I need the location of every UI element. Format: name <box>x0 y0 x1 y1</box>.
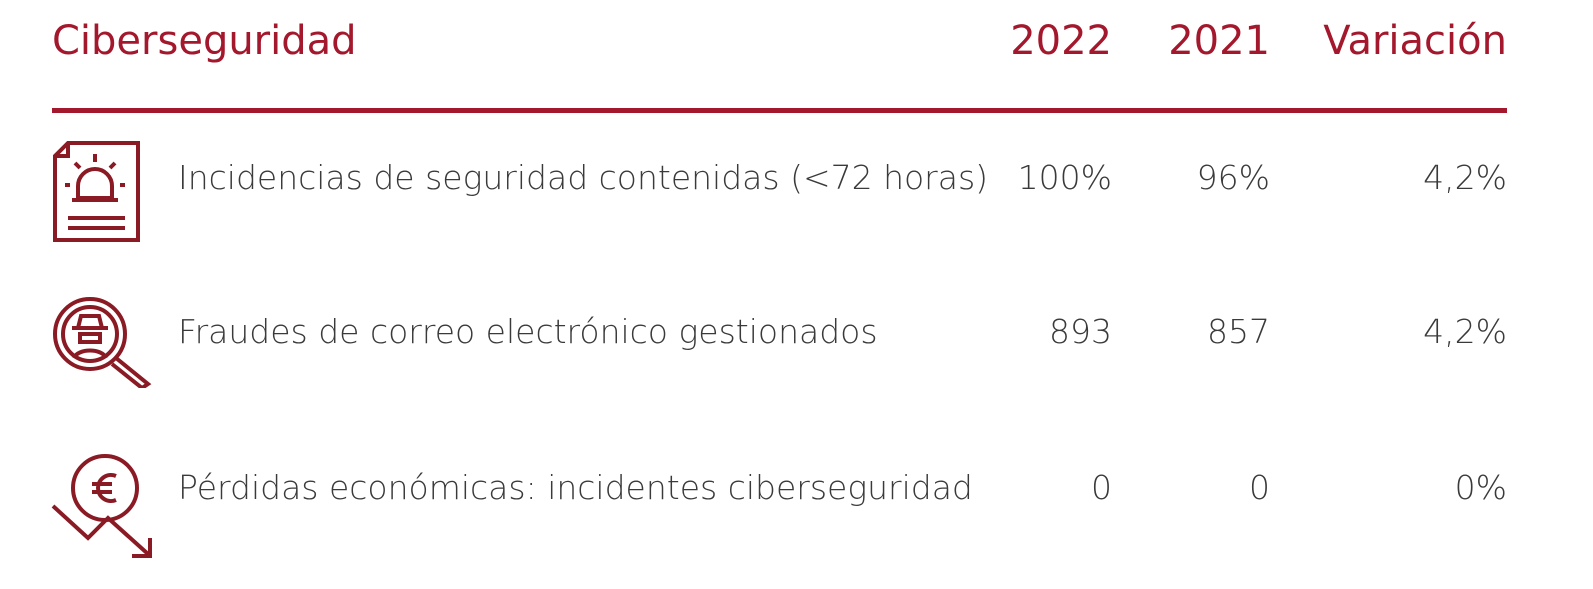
row-value: 4,2% <box>1423 312 1507 351</box>
row-value: 4,2% <box>1423 158 1507 197</box>
header-rule <box>52 108 1507 113</box>
table-title: Ciberseguridad <box>52 18 357 64</box>
row-label: Fraudes de correo electrónico gestionado… <box>178 312 878 351</box>
column-header: 2022 <box>1010 18 1112 64</box>
row-value: 0 <box>1249 468 1270 507</box>
fraud-search-icon <box>53 297 152 388</box>
row-value: 0 <box>1091 468 1112 507</box>
economic-loss-icon <box>51 454 152 558</box>
row-label: Pérdidas económicas: incidentes ciberseg… <box>178 468 973 507</box>
row-value: 0% <box>1454 468 1507 507</box>
row-value: 857 <box>1207 312 1270 351</box>
row-label: Incidencias de seguridad contenidas (<72… <box>178 158 989 197</box>
alarm-document-icon <box>53 141 140 242</box>
row-value: 96% <box>1196 158 1270 197</box>
column-header: 2021 <box>1168 18 1270 64</box>
row-value: 100% <box>1017 158 1112 197</box>
row-value: 893 <box>1049 312 1112 351</box>
column-header: Variación <box>1323 18 1507 64</box>
